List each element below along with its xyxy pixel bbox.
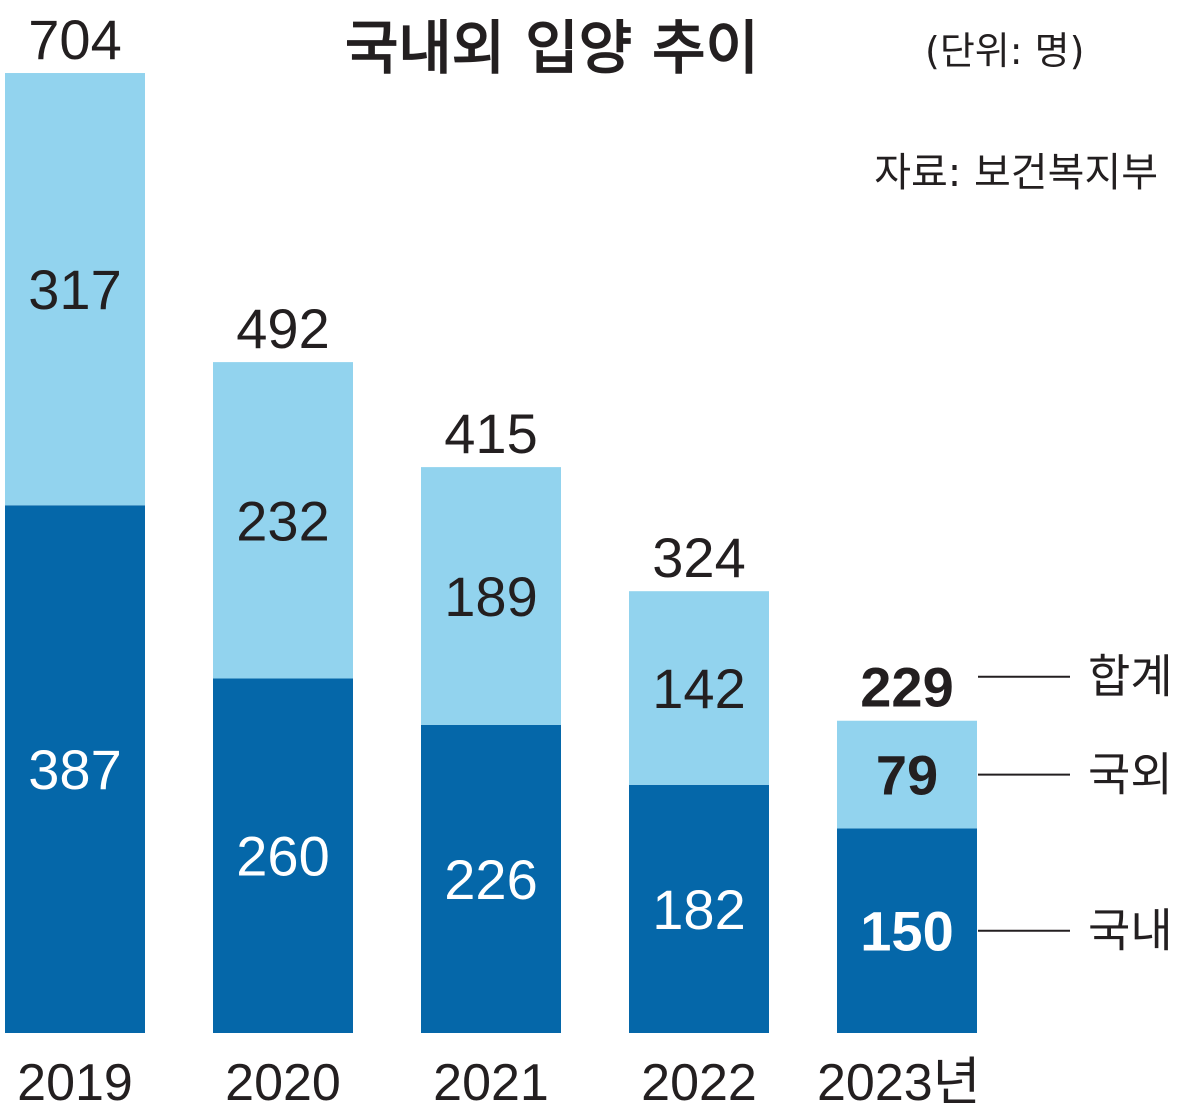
label-overseas-4: 79 <box>876 744 938 807</box>
xtick-3: 2022 <box>641 1054 757 1112</box>
label-overseas-2: 189 <box>444 565 537 628</box>
source-note: 자료: 보건복지부 <box>874 150 1158 196</box>
bar-domestic-2 <box>421 724 561 1033</box>
label-domestic-4: 150 <box>860 900 953 963</box>
label-domestic-1: 260 <box>236 825 329 888</box>
label-overseas-1: 232 <box>236 489 329 552</box>
bar-overseas-1 <box>213 362 353 679</box>
bar-overseas-3 <box>629 591 769 785</box>
label-total-3: 324 <box>652 526 745 589</box>
label-overseas-0: 317 <box>28 258 121 321</box>
label-domestic-2: 226 <box>444 848 537 911</box>
bar-domestic-0 <box>5 505 145 1033</box>
bar-domestic-1 <box>213 678 353 1033</box>
label-total-0: 704 <box>28 8 121 71</box>
legend-overseas-label: 국외 <box>1088 748 1173 802</box>
bar-overseas-2 <box>421 467 561 725</box>
bar-domestic-4 <box>837 828 977 1033</box>
label-total-4: 229 <box>860 656 953 719</box>
bar-overseas-0 <box>5 73 145 506</box>
bar-domestic-3 <box>629 784 769 1033</box>
label-domestic-0: 387 <box>28 738 121 801</box>
label-domestic-3: 182 <box>652 878 745 941</box>
bar-overseas-4 <box>837 720 977 829</box>
xtick-2: 2021 <box>433 1054 549 1112</box>
unit-note: (단위: 명) <box>925 29 1084 73</box>
label-overseas-3: 142 <box>652 657 745 720</box>
chart-title: 국내외 입양 추이 <box>345 14 759 82</box>
label-total-1: 492 <box>236 297 329 360</box>
xtick-4: 2023년 <box>817 1054 981 1112</box>
xtick-1: 2020 <box>225 1054 341 1112</box>
xtick-0: 2019 <box>17 1054 133 1112</box>
label-total-2: 415 <box>444 402 537 465</box>
legend-domestic-label: 국내 <box>1088 904 1173 958</box>
legend-total-label: 합계 <box>1088 650 1173 704</box>
bars-group: 387 317 704 2019 260 232 492 2020 226 189 415 2021 1… <box>5 8 981 1112</box>
